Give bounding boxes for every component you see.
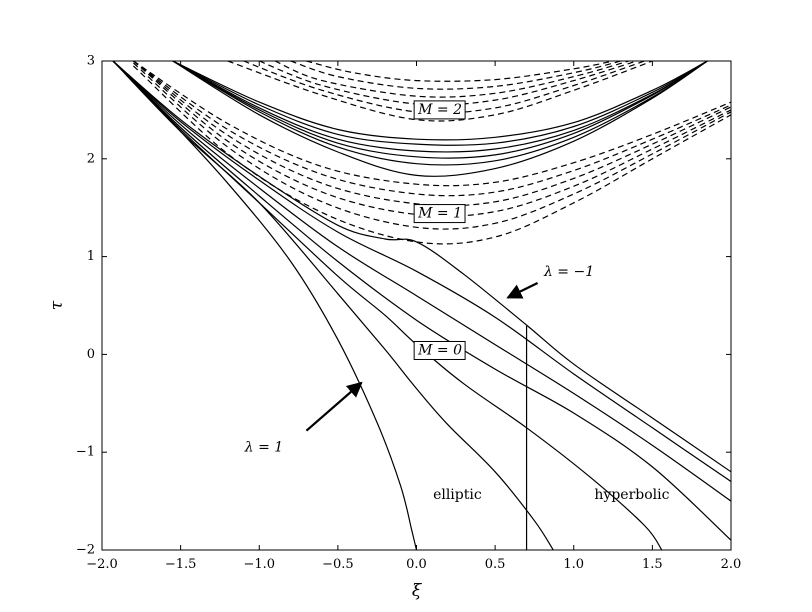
series-line-18 [133,61,731,197]
label-box [413,204,466,224]
y-tick-label: −1 [76,445,95,460]
x-tick-label: 0.0 [406,557,427,572]
boxed-label-2: M = 1 [413,204,466,224]
series-line-9 [172,61,708,166]
series-line-10 [172,61,708,159]
series-line-1 [112,61,418,550]
series-line-7 [112,61,731,473]
annotation-arrow-2 [506,282,539,299]
series-line-12 [172,61,708,146]
series-line-15 [133,62,731,230]
series-line-20 [227,61,653,122]
lambda-annotation-1: λ = 1 [244,439,283,455]
label-text: M = 0 [417,342,462,358]
overlay-layer: M = 2 M = 1 M = 0 λ = 1 λ = −1 elliptic hyperb… [244,100,670,550]
x-tick-label: 1.0 [563,557,584,572]
series-line-6 [112,61,731,482]
y-tick-label: 3 [87,54,95,69]
x-tick-label: −1.0 [243,557,275,572]
x-tick-label: 1.5 [642,557,663,572]
series-line-2 [112,61,554,550]
label-box [413,100,466,120]
y-tick-label: 2 [87,151,95,166]
series-line-25 [306,61,614,82]
series-line-19 [133,61,731,187]
series-line-21 [243,61,645,114]
boxed-label-3: M = 0 [413,340,466,360]
y-tick-label: −2 [76,543,95,558]
labels-layer: ξ τ [47,300,423,601]
series-line-14 [132,65,731,245]
series-line-22 [259,61,637,106]
annotation-arrow-1 [305,381,363,432]
series-line-3 [112,61,663,550]
series-line-24 [290,61,622,90]
y-tick-label: 0 [87,347,95,362]
series-line-4 [112,61,731,541]
label-box [413,340,466,360]
series-line-23 [274,61,629,98]
x-tick-label: −0.5 [322,557,354,572]
x-tick-label: −1.5 [165,557,197,572]
x-axis-label: ξ [412,581,423,601]
series-line-17 [133,61,731,207]
series-line-11 [172,61,708,153]
label-text: M = 2 [417,102,462,118]
x-tick-label: −2.0 [86,557,118,572]
series-line-8 [172,61,708,177]
ticks-layer: −2.0 −1.5 −1.0 −0.5 0.0 0.5 1.0 1.5 2.0 −2 −1 0 1 2 3 [76,54,742,573]
x-tick-label: 0.5 [485,557,506,572]
region-label-2: hyperbolic [594,487,669,503]
series-layer [112,61,731,550]
x-tick-label: 2.0 [721,557,742,572]
series-line-13 [172,61,708,141]
lambda-annotation-2: λ = −1 [543,264,594,280]
label-text: M = 1 [417,206,462,222]
series-line-5 [112,61,731,502]
y-axis-label: τ [47,300,67,310]
region-label-1: elliptic [433,487,482,503]
boxed-label-1: M = 2 [413,100,466,120]
y-tick-label: 1 [87,249,95,264]
